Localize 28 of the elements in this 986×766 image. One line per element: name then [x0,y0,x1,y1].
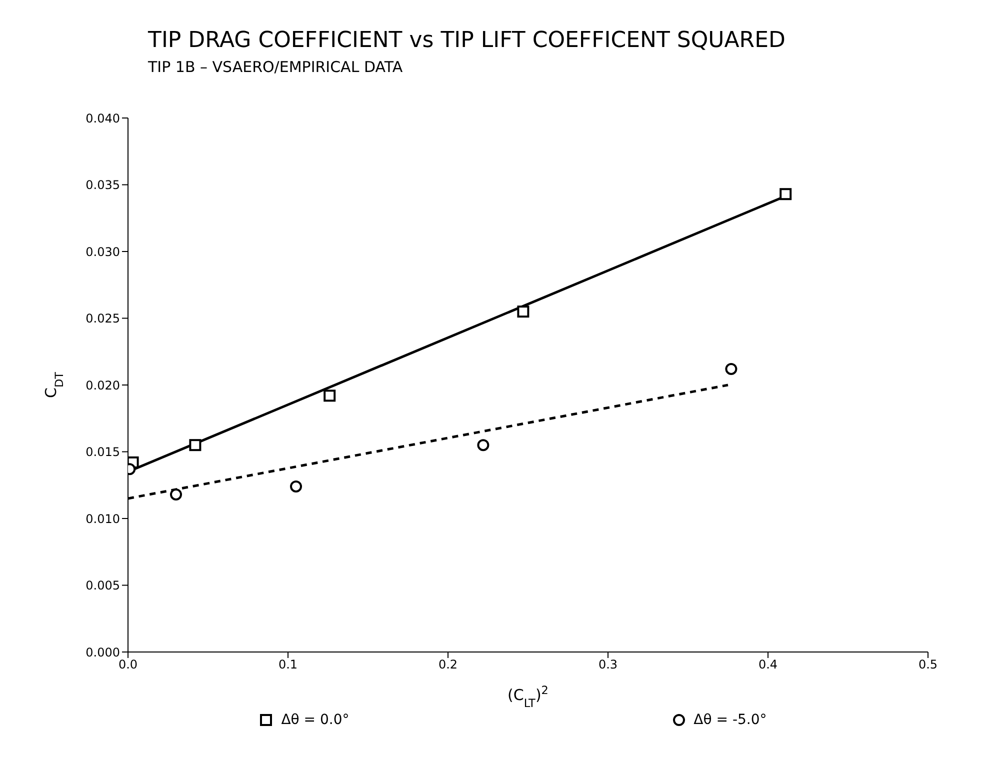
point [725,362,738,375]
y-tick-label: 0.010 [86,512,120,526]
point [189,439,202,452]
x-axis-title: (C$_{LT}$)$^{2}$ [508,684,548,710]
legend-label: Δθ = -5.0° [694,712,767,728]
x-tick-label: 0.2 [438,658,458,672]
y-tick-label: 0.040 [86,111,120,126]
x-tick-label: 0.0 [118,658,138,672]
point [477,439,490,452]
chart-subtitle: TIP 1B – VSAERO/EMPIRICAL DATA [148,58,403,76]
y-tick-label: 0.035 [86,178,120,192]
legend-label: Δθ = 0.0° [281,712,350,728]
point [324,390,336,402]
x-tick-label: 0.4 [758,658,778,672]
y-tick-label: 0.005 [86,578,120,593]
point [170,488,182,500]
x-tick-label: 0.3 [598,658,618,672]
chart-title: TIP DRAG COEFFICIENT vs TIP LIFT COEFFICENT SQUARED [148,28,786,53]
point [780,188,792,200]
x-tick-label: 0.1 [278,658,298,672]
y-tick-label: 0.015 [86,445,120,460]
point [517,306,530,318]
point [290,480,302,492]
y-tick-label: 0.000 [86,645,120,660]
y-tick-label: 0.020 [86,378,120,392]
y-tick-label: 0.030 [86,244,120,259]
y-tick-label: 0.025 [86,312,120,326]
x-tick-label: 0.5 [918,658,938,672]
